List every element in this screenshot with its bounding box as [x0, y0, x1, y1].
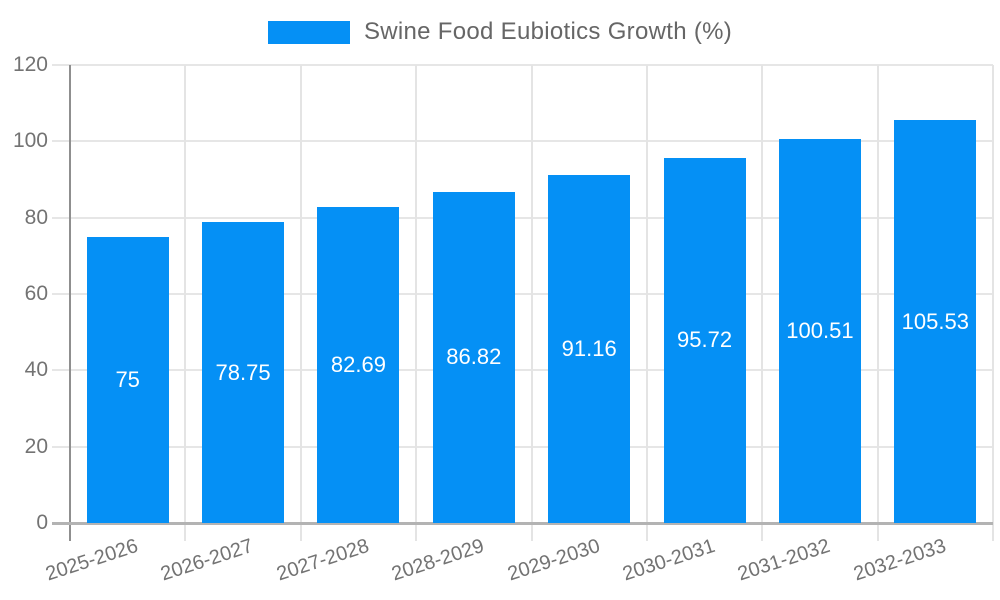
y-tick-label: 60 [24, 282, 48, 305]
bar-value-label: 75 [115, 366, 140, 392]
h-gridline [52, 445, 993, 448]
y-axis-line [69, 65, 71, 541]
bar: 75 [86, 236, 169, 523]
x-tick-label: 2031-2032 [735, 534, 834, 586]
v-gridline [415, 65, 418, 541]
v-gridline [530, 65, 533, 541]
h-gridline [52, 293, 993, 295]
bar: 100.51 [778, 139, 861, 523]
x-tick-label: 2027-2028 [273, 534, 372, 586]
x-tick-label: 2032-2033 [850, 534, 949, 586]
bar: 105.53 [894, 120, 977, 523]
h-gridline [52, 369, 993, 372]
x-tick-label: 2025-2026 [43, 534, 141, 586]
v-gridline [299, 65, 302, 541]
bar-value-label: 105.53 [901, 308, 969, 334]
y-tick-label: 0 [36, 511, 48, 534]
bar-value-label: 82.69 [330, 352, 386, 378]
v-gridline [761, 65, 764, 541]
y-tick-label: 100 [12, 129, 48, 153]
v-gridline [645, 65, 648, 541]
legend-swatch [267, 20, 350, 44]
h-gridline [52, 216, 993, 219]
bar-value-label: 100.51 [786, 318, 854, 344]
bar-value-label: 86.82 [446, 344, 502, 370]
y-tick-label: 20 [24, 434, 48, 458]
h-gridline [52, 64, 993, 66]
v-gridline [992, 65, 994, 541]
bar: 95.72 [663, 157, 746, 523]
y-tick-label: 80 [24, 205, 48, 229]
y-tick-label: 40 [24, 358, 48, 382]
x-tick-label: 2029-2030 [504, 534, 603, 586]
bar: 91.16 [548, 175, 631, 523]
x-tick-label: 2026-2027 [158, 534, 257, 586]
bar: 78.75 [202, 222, 285, 523]
y-tick-label: 120 [12, 53, 48, 76]
x-tick-label: 2030-2031 [619, 534, 718, 586]
bar-value-label: 78.75 [215, 359, 271, 385]
x-tick-label: 2028-2029 [389, 534, 487, 586]
chart-title: Swine Food Eubiotics Growth (%) [363, 18, 733, 45]
v-gridline [184, 65, 187, 541]
bar-value-label: 95.72 [677, 327, 733, 353]
bar: 82.69 [317, 207, 400, 523]
bar-value-label: 91.16 [561, 336, 617, 362]
x-axis-line [52, 522, 993, 525]
v-gridline [876, 65, 879, 541]
bar: 86.82 [432, 191, 515, 523]
legend: Swine Food Eubiotics Growth (%) [0, 16, 1000, 48]
h-gridline [52, 140, 993, 143]
